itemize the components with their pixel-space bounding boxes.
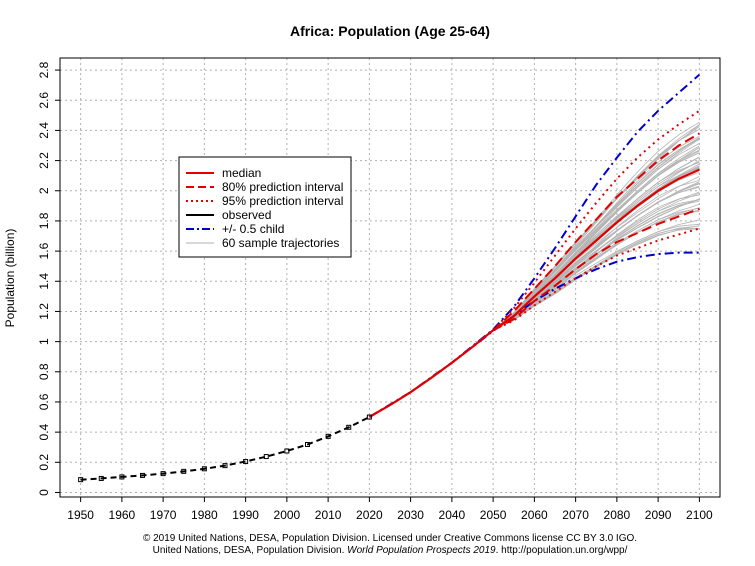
- sample-trajectory-line: [492, 152, 700, 331]
- pi80-upper-line: [492, 132, 700, 332]
- median-line: [368, 168, 700, 418]
- x-tick-label: 1980: [191, 508, 218, 522]
- x-tick-label: 2080: [604, 508, 631, 522]
- y-tick-label: 0.6: [37, 393, 51, 410]
- legend-label: 60 sample trajectories: [222, 236, 339, 250]
- half-child-upper-line: [368, 73, 701, 418]
- y-axis-label: Population (billion): [3, 229, 17, 328]
- y-tick-label: 0.2: [37, 454, 51, 471]
- sample-trajectory-line: [492, 124, 700, 331]
- footer-source: United Nations, DESA, Population Divisio…: [153, 545, 628, 556]
- observed-point: [366, 414, 372, 420]
- observed-point: [181, 468, 187, 474]
- x-tick-label: 1950: [67, 508, 94, 522]
- y-tick-label: 0.4: [37, 423, 51, 440]
- footer-source-title: World Population Prospects 2019: [347, 545, 496, 556]
- half-child-lower-line: [368, 251, 700, 418]
- observed-point: [222, 463, 228, 469]
- pi95-lower-line: [492, 227, 700, 332]
- y-tick-label: 1.4: [37, 273, 51, 290]
- plot-area-border: [59, 57, 721, 498]
- footer-source-url: . http://population.un.org/wpp/: [496, 545, 628, 556]
- x-tick-label: 2030: [397, 508, 424, 522]
- observed-point: [305, 442, 310, 448]
- x-tick-label: 2090: [645, 508, 672, 522]
- y-tick-label: 2.8: [37, 61, 51, 78]
- y-tick-label: 0.8: [37, 363, 51, 380]
- y-tick-label: 2.2: [37, 152, 51, 169]
- x-tick-label: 1970: [150, 508, 177, 522]
- legend-label: 95% prediction interval: [222, 194, 343, 208]
- y-tick-label: 2.6: [37, 92, 51, 109]
- observed-point: [98, 475, 104, 481]
- sample-trajectory-line: [492, 138, 700, 331]
- observed-point: [243, 459, 249, 465]
- y-tick-label: 2.4: [37, 122, 51, 139]
- x-tick-label: 2010: [315, 508, 342, 522]
- legend-label: median: [222, 166, 261, 180]
- legend-label: +/- 0.5 child: [222, 222, 284, 236]
- x-tick-label: 1960: [109, 508, 136, 522]
- y-tick-label: 2: [37, 187, 51, 194]
- observed-point: [160, 471, 166, 477]
- y-tick-label: 1.6: [37, 242, 51, 259]
- observed-point: [346, 424, 352, 430]
- x-axis: 1950 1960 1970 1980 1990 2000 2010 2020 2030 2040…: [67, 497, 713, 522]
- x-tick-label: 2020: [356, 508, 383, 522]
- footer-source-prefix: United Nations, DESA, Population Divisio…: [153, 545, 348, 556]
- observed-point: [119, 474, 125, 480]
- grid: [60, 58, 720, 497]
- x-tick-label: 2100: [686, 508, 713, 522]
- sample-trajectory-line: [492, 219, 700, 331]
- x-tick-label: 2050: [480, 508, 507, 522]
- x-tick-label: 2040: [439, 508, 466, 522]
- observed-point: [284, 448, 290, 454]
- observed-line: [80, 416, 370, 481]
- y-tick-label: 1.2: [37, 303, 51, 320]
- observed-point: [325, 433, 331, 439]
- x-tick-label: 2060: [521, 508, 548, 522]
- observed-point: [140, 472, 145, 478]
- y-tick-label: 1: [37, 338, 51, 345]
- y-axis: 0 0.2 0.4 0.6 0.8 1 1.2 1.4 1.6 1.8 2 2.2 2.4 2.6 2.8: [37, 61, 60, 496]
- y-tick-label: 1.8: [37, 212, 51, 229]
- legend-label: observed: [222, 208, 271, 222]
- footer-copyright: © 2019 United Nations, DESA, Population …: [143, 533, 637, 544]
- x-tick-label: 2070: [562, 508, 589, 522]
- x-tick-label: 1990: [232, 508, 259, 522]
- series-lines: [78, 73, 701, 483]
- observed-point: [78, 477, 84, 483]
- sample-trajectory-line: [492, 207, 700, 331]
- chart-title: Africa: Population (Age 25-64): [290, 23, 490, 39]
- sample-trajectories: [492, 121, 700, 331]
- observed-point: [263, 454, 269, 460]
- legend-label: 80% prediction interval: [222, 180, 343, 194]
- pi80-lower-line: [492, 207, 700, 332]
- y-tick-label: 0: [37, 489, 51, 496]
- x-tick-label: 2000: [274, 508, 301, 522]
- observed-point: [201, 466, 207, 472]
